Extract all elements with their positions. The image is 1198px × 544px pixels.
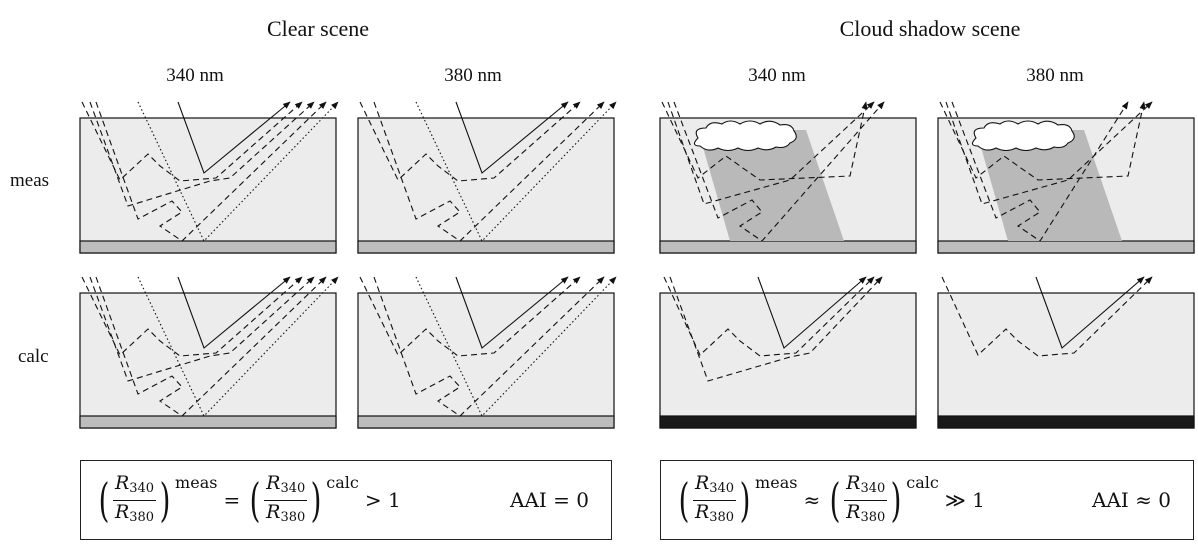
clear-calc-380-ray-dash1: [359, 276, 581, 357]
shadow-calc-380-surface: [937, 415, 1195, 429]
clear-scene-equation: ( R340 R380 ) meas = ( R340 R380 ) calc …: [95, 466, 407, 534]
clear-meas-380-atmosphere: [357, 117, 615, 254]
clear-calc-340-ray-dash2: [89, 276, 315, 382]
shadow-calc-380-atmosphere: [937, 292, 1195, 429]
clear-scene-title: Clear scene: [267, 16, 369, 41]
clear-meas-380-surface: [357, 240, 615, 254]
clear-meas-340-ray-dash1: [81, 101, 303, 182]
shadow-calc-380-ray-dash1: [941, 276, 1153, 357]
rhs: > 1: [364, 488, 401, 512]
shadow-meas-340-ray-dash2: [667, 101, 875, 205]
open-paren: (: [678, 473, 690, 527]
shadow-calc-340-ray-solid: [757, 276, 867, 349]
clear-calc-380-ray-dash3: [373, 276, 605, 417]
clear-calc-340-ray-dash3: [95, 276, 327, 417]
aai-value: AAI ≈ 0: [1092, 488, 1171, 512]
shadow-calc-340-surface: [659, 415, 917, 429]
shadow-380-label: 380 nm: [1026, 65, 1084, 86]
open-paren: (: [98, 473, 110, 527]
clear-meas-340-ray-dash3: [95, 101, 327, 242]
shadow-meas-380-shadow-region: [976, 130, 1122, 241]
open-paren: (: [829, 473, 841, 527]
shadow-meas-340-shadow-region: [698, 130, 844, 241]
clear-calc-380-surface: [357, 415, 615, 429]
equals-op: =: [223, 488, 241, 512]
sup-meas: meas: [175, 472, 218, 492]
clear-calc-340-atmosphere: [79, 292, 337, 429]
shadow-meas-380-surface: [937, 240, 1195, 254]
ratio-fraction: R340 R380: [844, 471, 888, 525]
row-label-meas: meas: [10, 170, 50, 191]
clear-meas-340-ray-solid: [177, 101, 291, 174]
sup-calc: calc: [326, 472, 359, 492]
clear-scene-equation-box: ( R340 R380 ) meas = ( R340 R380 ) calc …: [80, 460, 612, 540]
cloud-shadow-scene-title: Cloud shadow scene: [839, 16, 1021, 41]
clear-calc-340-ray-dash1: [81, 276, 303, 357]
shadow-meas-380-ray-dash1: [939, 101, 1146, 181]
clear-meas-340-ray-dash2: [89, 101, 315, 207]
shadow-calc-340-atmosphere: [659, 292, 917, 429]
cloud-icon: [971, 120, 1075, 152]
close-paren: ): [310, 473, 322, 527]
sup-meas: meas: [755, 472, 798, 492]
close-paren: ): [739, 473, 751, 527]
shadow-calc-340-ray-dash1: [663, 276, 875, 357]
ratio-fraction: R340 R380: [264, 471, 308, 525]
shadow-scene-equation-box: ( R340 R380 ) meas ≈ ( R340 R380 ) calc …: [660, 460, 1194, 540]
shadow-calc-340-ray-dash2: [669, 276, 883, 382]
clear-meas-380-ray-dash1: [359, 101, 581, 182]
shadow-340-label: 340 nm: [748, 65, 806, 86]
scattering-diagram: [79, 101, 1195, 429]
clear-calc-380-atmosphere: [357, 292, 615, 429]
sup-calc: calc: [906, 472, 939, 492]
clear-meas-340-atmosphere: [79, 117, 337, 254]
row-label-calc: calc: [18, 346, 49, 367]
shadow-meas-340-ray-dash1: [661, 101, 868, 181]
close-paren: ): [890, 473, 902, 527]
ratio-fraction: R340 R380: [692, 471, 737, 525]
clear-340-label: 340 nm: [166, 65, 224, 86]
open-paren: (: [249, 473, 261, 527]
close-paren: ): [159, 473, 171, 527]
cloud-icon: [693, 120, 797, 152]
approx-op: ≈: [803, 488, 821, 512]
clear-meas-340-surface: [79, 240, 337, 254]
shadow-meas-340-surface: [659, 240, 917, 254]
shadow-meas-380-ray-dash3: [951, 101, 1129, 242]
clear-calc-340-surface: [79, 415, 337, 429]
rhs: ≫ 1: [944, 488, 985, 512]
clear-380-label: 380 nm: [444, 65, 502, 86]
aai-value: AAI = 0: [510, 488, 589, 512]
clear-calc-340-ray-solid: [177, 276, 291, 349]
shadow-meas-380-ray-dash2: [945, 101, 1153, 205]
ratio-fraction: R340 R380: [112, 471, 157, 525]
clear-meas-380-ray-dash3: [373, 101, 605, 242]
shadow-calc-380-ray-solid: [1035, 276, 1145, 349]
clear-calc-380-ray-solid: [455, 276, 569, 349]
shadow-scene-equation: ( R340 R380 ) meas ≈ ( R340 R380 ) calc …: [675, 466, 991, 534]
clear-meas-380-ray-solid: [455, 101, 569, 174]
shadow-meas-340-ray-dash3: [673, 101, 885, 242]
